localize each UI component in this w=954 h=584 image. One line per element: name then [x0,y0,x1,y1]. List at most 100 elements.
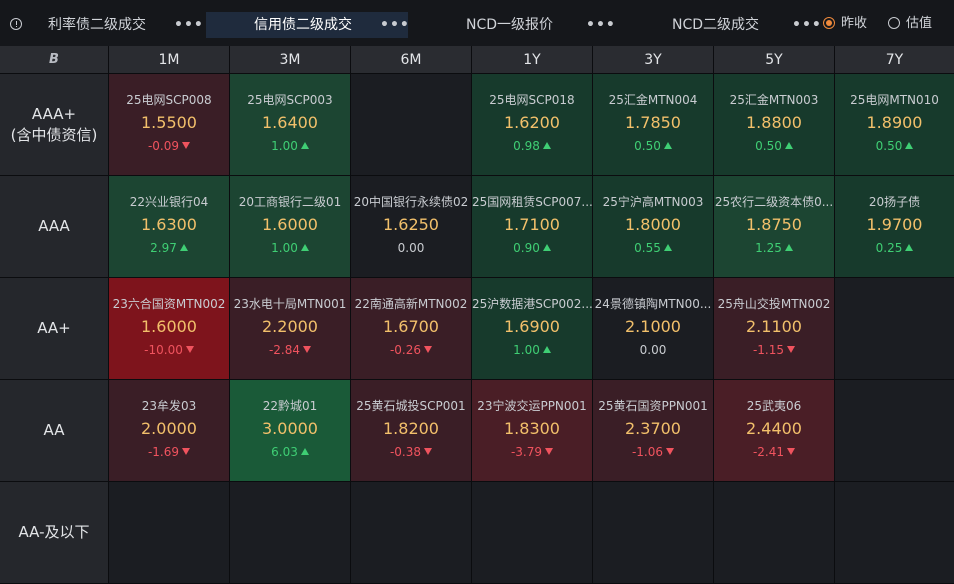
bond-cell[interactable]: 24景德镇陶MTN00... 2.1000 0.00 [593,278,713,379]
bond-cell[interactable]: 25电网SCP008 1.5500 -0.09 [109,74,229,175]
bond-change: 0.00 [593,343,713,357]
bond-cell[interactable]: 25汇金MTN004 1.7850 0.50 [593,74,713,175]
rating-label: AA+ [0,278,108,379]
tab-rate-bond-secondary[interactable]: 利率债二级成交 ••• [28,12,203,38]
arrow-up-icon [542,142,551,149]
arrow-up-icon [300,448,309,455]
empty-cell [835,482,954,583]
change-value: -0.38 [389,445,422,459]
radio-label: 昨收 [841,16,868,31]
bond-name: 25汇金MTN004 [608,93,698,107]
info-icon[interactable] [10,18,22,30]
arrow-down-icon [787,448,796,455]
bond-cell[interactable]: 25黄石国资PPN001 2.3700 -1.06 [593,380,713,481]
empty-cell [835,278,954,379]
bond-cell[interactable]: 23六合国资MTN002 1.6000 -10.00 [109,278,229,379]
bond-cell[interactable]: 25电网SCP003 1.6400 1.00 [230,74,350,175]
bond-name: 20中国银行永续债02 [353,195,469,209]
bond-rate: 1.6200 [504,113,560,132]
bond-cell[interactable]: 22黔城01 3.0000 6.03 [230,380,350,481]
bond-name: 25农行二级资本债0... [714,195,834,209]
bond-cell[interactable]: 25舟山交投MTN002 2.1100 -1.15 [714,278,834,379]
bond-name: 20工商银行二级01 [238,195,342,209]
bond-rate: 1.8300 [504,419,560,438]
more-icon[interactable]: ••• [586,17,616,33]
rating-subtext: (含中债资信) [10,125,98,144]
bond-change: -2.41 [714,445,834,459]
more-icon[interactable]: ••• [174,17,204,33]
bond-cell[interactable]: 22南通高新MTN002 1.6700 -0.26 [351,278,471,379]
change-value: 1.00 [271,139,298,153]
bond-cell[interactable]: 25武夷06 2.4400 -2.41 [714,380,834,481]
tab-ncd-primary-quote[interactable]: NCD一级报价 ••• [410,12,615,38]
bond-rate: 1.6900 [504,317,560,336]
bond-change: -3.79 [472,445,592,459]
change-value: 1.00 [271,241,298,255]
bond-rate: 1.7850 [625,113,681,132]
rating-text: AAA+ [31,104,77,123]
bond-cell[interactable]: 25黄石城投SCP001 1.8200 -0.38 [351,380,471,481]
bond-cell[interactable]: 20中国银行永续债02 1.6250 0.00 [351,176,471,277]
empty-cell [351,74,471,175]
change-value: 0.50 [875,139,903,153]
bond-name: 25黄石国资PPN001 [598,399,708,413]
bond-rate: 1.8200 [383,419,439,438]
change-value: -2.84 [268,343,301,357]
more-icon[interactable]: ••• [792,17,822,33]
change-value: -1.06 [631,445,664,459]
bond-cell[interactable]: 23水电十局MTN001 2.2000 -2.84 [230,278,350,379]
radio-valuation[interactable] [888,17,900,29]
bond-rate: 2.1000 [625,317,681,336]
bond-name: 25武夷06 [746,399,802,413]
change-value: 0.00 [397,241,425,255]
bond-cell[interactable]: 25国网租赁SCP007... 1.7100 0.90 [472,176,592,277]
bond-rate: 1.8900 [866,113,923,132]
tab-label: NCD二级成交 [672,17,760,33]
bond-cell[interactable]: 25汇金MTN003 1.8800 0.50 [714,74,834,175]
bond-cell[interactable]: 23宁波交运PPN001 1.8300 -3.79 [472,380,592,481]
change-value: -10.00 [144,343,183,357]
bond-name: 23牟发03 [141,399,197,413]
change-value: -1.15 [752,343,785,357]
bond-cell[interactable]: 20工商银行二级01 1.6000 1.00 [230,176,350,277]
tab-credit-bond-secondary[interactable]: 信用债二级成交 ••• [206,12,410,38]
rating-text: AAA [38,217,70,235]
change-value: 1.00 [513,343,540,357]
radio-label: 估值 [906,16,933,31]
tenor-header-6: 5Y [714,46,834,73]
rating-label: AA-及以下 [0,482,108,583]
bond-cell[interactable]: 20扬子债 1.9700 0.25 [835,176,954,277]
rating-text: AA-及以下 [18,523,90,541]
bond-cell[interactable]: 25宁沪高MTN003 1.8000 0.55 [593,176,713,277]
arrow-up-icon [784,142,793,149]
bond-change: 0.25 [835,241,954,255]
bond-cell[interactable]: 25电网MTN010 1.8900 0.50 [835,74,954,175]
bond-change: 0.50 [835,139,954,153]
arrow-up-icon [542,346,551,353]
top-bar: 利率债二级成交 ••• 信用债二级成交 ••• NCD一级报价 ••• NCD二… [0,0,954,47]
radio-prev-close[interactable] [823,17,835,29]
bond-rate: 1.6000 [141,317,197,336]
bond-cell[interactable]: 23牟发03 2.0000 -1.69 [109,380,229,481]
more-icon[interactable]: ••• [380,17,410,33]
change-value: 0.50 [634,139,661,153]
bond-name: 25电网SCP003 [247,93,333,107]
arrow-down-icon [185,346,194,353]
change-value: -3.79 [510,445,543,459]
bond-change: 1.00 [230,139,350,153]
change-value: 0.55 [634,241,661,255]
bond-change: 0.98 [472,139,592,153]
change-value: 0.25 [875,241,903,255]
arrow-up-icon [542,244,551,251]
bond-cell[interactable]: 25电网SCP018 1.6200 0.98 [472,74,592,175]
bond-change: 1.25 [714,241,834,255]
tab-ncd-secondary[interactable]: NCD二级成交 ••• [614,12,821,38]
bond-cell[interactable]: 25沪数据港SCP002... 1.6900 1.00 [472,278,592,379]
bond-cell[interactable]: 22兴业银行04 1.6300 2.97 [109,176,229,277]
bond-rate: 1.6250 [383,215,439,234]
bond-change: -2.84 [230,343,350,357]
bond-cell[interactable]: 25农行二级资本债0... 1.8750 1.25 [714,176,834,277]
empty-cell [230,482,350,583]
arrow-down-icon [182,448,191,455]
credit-bond-matrix: B 1M 3M 6M 1Y 3Y 5Y 7Y AAA+ (含中债资信) 25电网SCP008 1.5… [0,46,954,584]
